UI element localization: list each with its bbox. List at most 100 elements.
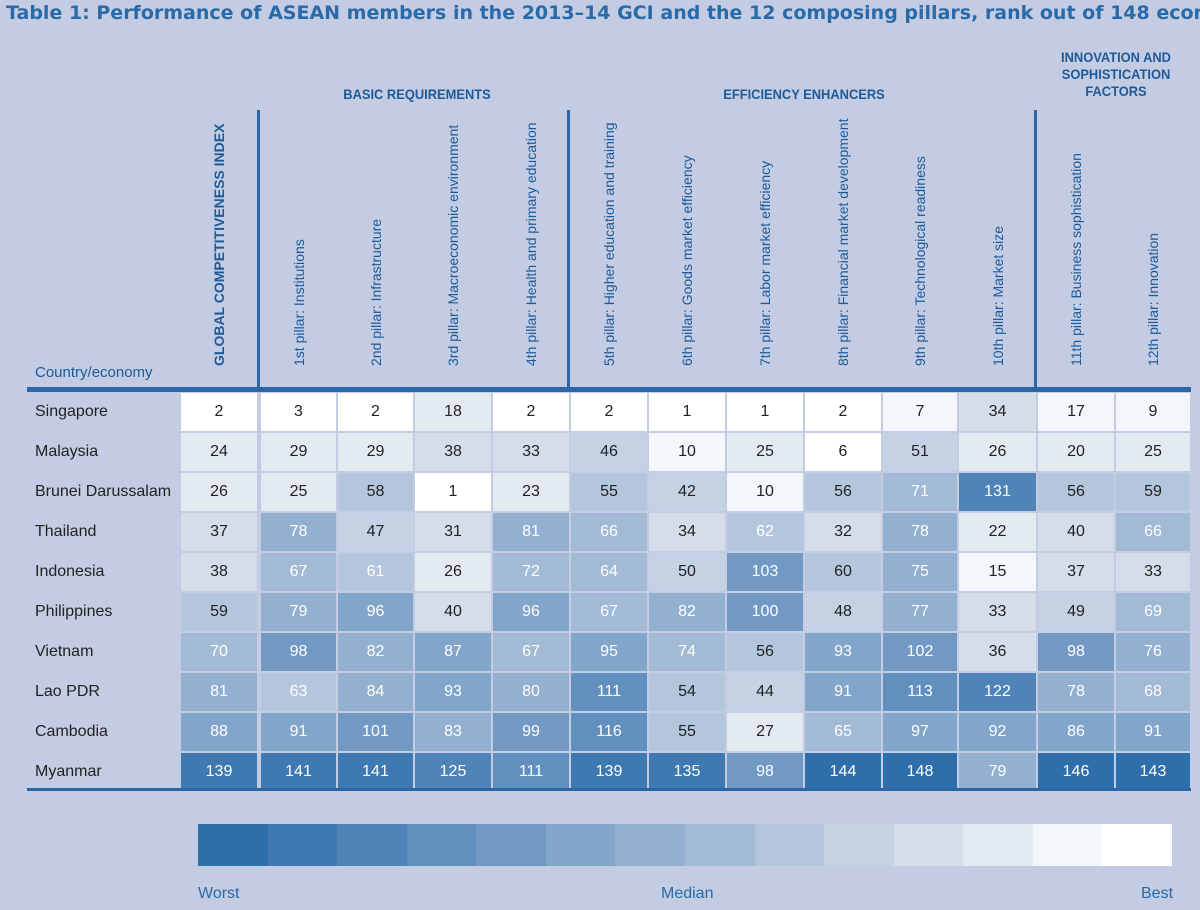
rank-cell: 56 [727, 633, 803, 671]
country-vietnam: Vietnam [35, 643, 94, 660]
rank-cell: 71 [883, 473, 957, 511]
column-header-label: 6th pillar: Goods market efficiency [679, 155, 695, 366]
column-header-pillar-9: 9th pillar: Technological readiness [882, 122, 958, 382]
rank-cell: 3 [261, 393, 336, 431]
rank-cell: 111 [571, 673, 647, 711]
rank-cell: 103 [727, 553, 803, 591]
rank-cell: 67 [571, 593, 647, 631]
rank-cell: 50 [649, 553, 725, 591]
column-header-pillar-5: 5th pillar: Higher education and trainin… [570, 122, 648, 382]
rank-cell: 67 [493, 633, 569, 671]
rank-cell: 139 [571, 753, 647, 791]
divider-basic [257, 110, 260, 392]
rank-cell: 80 [493, 673, 569, 711]
rank-cell: 34 [959, 393, 1036, 431]
legend-swatch [963, 824, 1034, 866]
country-malaysia: Malaysia [35, 443, 99, 460]
legend-swatch [1102, 824, 1173, 866]
rank-cell: 74 [649, 633, 725, 671]
rank-cell: 65 [805, 713, 881, 751]
column-header-pillar-10: 10th pillar: Market size [958, 122, 1037, 382]
rank-cell: 75 [883, 553, 957, 591]
legend-swatch [198, 824, 269, 866]
rank-cell: 17 [1038, 393, 1114, 431]
rank-cell: 40 [1038, 513, 1114, 551]
rank-cell: 2 [571, 393, 647, 431]
rank-cell: 63 [261, 673, 336, 711]
rank-cell: 9 [1116, 393, 1190, 431]
rank-cell: 93 [415, 673, 491, 711]
rank-cell: 29 [261, 433, 336, 471]
rank-cell: 96 [338, 593, 413, 631]
rank-cell: 25 [1116, 433, 1190, 471]
rank-cell: 55 [571, 473, 647, 511]
rank-cell: 33 [959, 593, 1036, 631]
rank-cell: 95 [571, 633, 647, 671]
rank-cell: 58 [338, 473, 413, 511]
rank-cell: 98 [261, 633, 336, 671]
country-myanmar: Myanmar [35, 763, 102, 780]
rank-cell: 42 [649, 473, 725, 511]
column-header-pillar-1: 1st pillar: Institutions [260, 122, 337, 382]
rank-cell: 68 [1116, 673, 1190, 711]
rank-cell: 44 [727, 673, 803, 711]
rank-cell: 34 [649, 513, 725, 551]
rank-cell: 92 [959, 713, 1036, 751]
rank-cell: 31 [415, 513, 491, 551]
legend-best: Best [1141, 885, 1174, 902]
rank-cell: 91 [805, 673, 881, 711]
rank-cell: 25 [261, 473, 336, 511]
rank-cell: 100 [727, 593, 803, 631]
column-header-label: 4th pillar: Health and primary education [523, 122, 539, 366]
rank-cell: 1 [415, 473, 491, 511]
column-header-label: 1st pillar: Institutions [290, 239, 307, 366]
legend-swatch [685, 824, 756, 866]
rank-cell: 15 [959, 553, 1036, 591]
country-brunei-darussalam: Brunei Darussalam [35, 483, 172, 500]
column-header-pillar-4: 4th pillar: Health and primary education [492, 122, 570, 382]
rank-cell: 146 [1038, 753, 1114, 791]
rank-cell: 81 [493, 513, 569, 551]
rank-cell: 54 [649, 673, 725, 711]
rank-cell: 141 [338, 753, 413, 791]
rank-cell: 88 [181, 713, 257, 751]
rank-cell: 131 [959, 473, 1036, 511]
column-header-pillar-6: 6th pillar: Goods market efficiency [648, 122, 726, 382]
rank-cell: 83 [415, 713, 491, 751]
table-title: Table 1: Performance of ASEAN members in… [6, 2, 1200, 24]
rank-cell: 69 [1116, 593, 1190, 631]
column-header-gci: GLOBAL COMPETITIVENESS INDEX [180, 122, 258, 382]
rank-cell: 32 [805, 513, 881, 551]
rank-cell: 78 [883, 513, 957, 551]
rank-cell: 37 [1038, 553, 1114, 591]
legend-swatch [476, 824, 547, 866]
header-rule [27, 387, 1191, 392]
rank-cell: 82 [649, 593, 725, 631]
rank-cell: 38 [415, 433, 491, 471]
group-efficiency-enhancers: EFFICIENCY ENHANCERS [723, 86, 885, 102]
rank-cell: 49 [1038, 593, 1114, 631]
country-thailand: Thailand [35, 523, 97, 540]
rank-cell: 111 [493, 753, 569, 791]
rank-cell: 70 [181, 633, 257, 671]
column-header-pillar-8: 8th pillar: Financial market development [804, 119, 882, 382]
legend-swatch [406, 824, 477, 866]
rank-cell: 38 [181, 553, 257, 591]
rank-cell: 48 [805, 593, 881, 631]
rank-cell: 91 [1116, 713, 1190, 751]
country-indonesia: Indonesia [35, 563, 105, 580]
rank-cell: 84 [338, 673, 413, 711]
rank-cell: 93 [805, 633, 881, 671]
rank-cell: 98 [1038, 633, 1114, 671]
rank-cell: 46 [571, 433, 647, 471]
rank-cell: 1 [649, 393, 725, 431]
column-header-label: 2nd pillar: Infrastructure [367, 218, 384, 366]
country-singapore: Singapore [35, 403, 108, 420]
column-header-label: 3rd pillar: Macroeconomic environment [445, 124, 461, 366]
rank-cell: 7 [883, 393, 957, 431]
rank-cell: 125 [415, 753, 491, 791]
rank-cell: 59 [1116, 473, 1190, 511]
country-cambodia: Cambodia [35, 723, 108, 740]
rank-cell: 79 [261, 593, 336, 631]
rank-cell: 60 [805, 553, 881, 591]
